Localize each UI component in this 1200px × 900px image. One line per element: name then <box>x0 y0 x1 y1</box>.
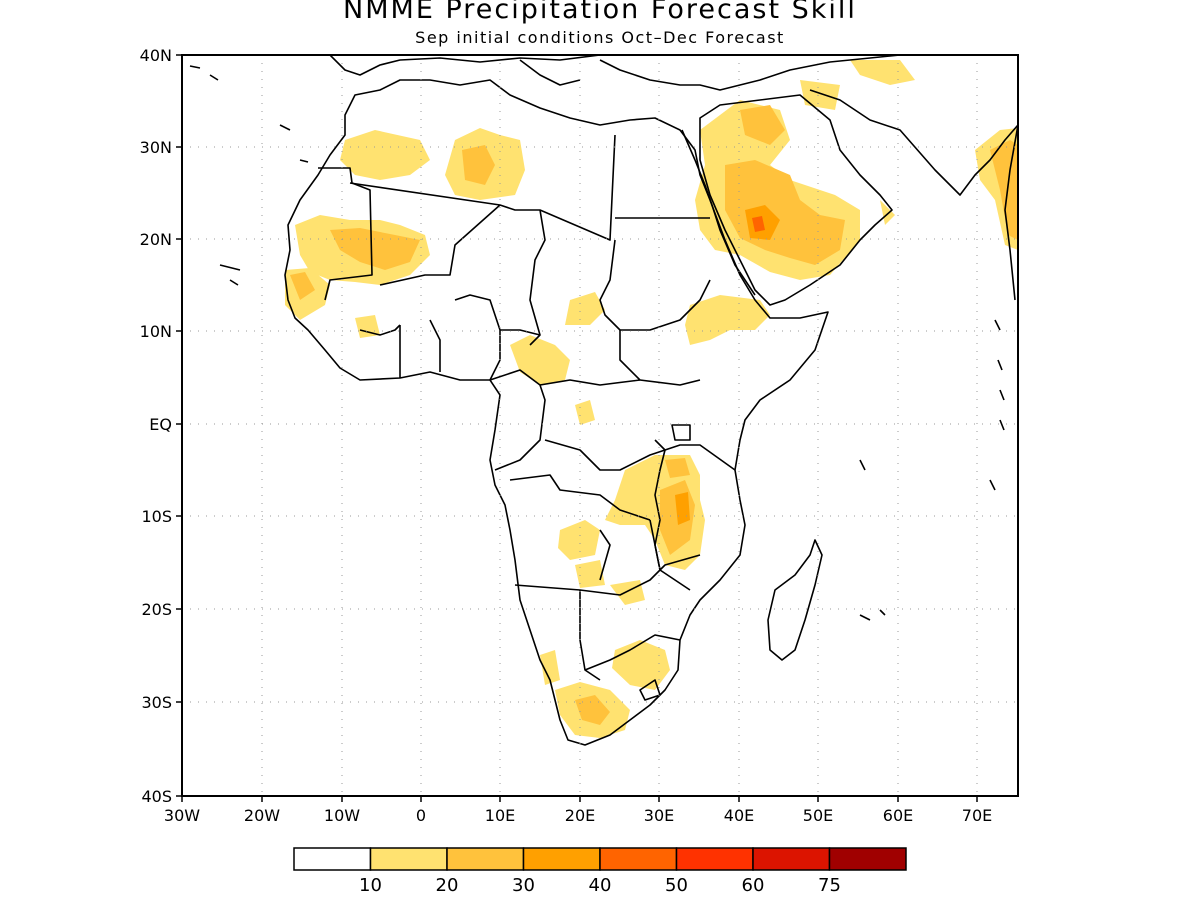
lat-label: 40N <box>140 46 172 65</box>
lon-labels: 30W 20W 10W 0 10E 20E 30E 40E 50E 60E 70… <box>164 806 992 825</box>
colorbar-swatch <box>828 847 907 871</box>
colorbar-label: 50 <box>665 875 688 896</box>
skill-shading <box>285 60 1018 738</box>
lat-label: 20S <box>141 600 172 619</box>
colorbar-label: 20 <box>436 875 459 896</box>
lat-label: 30N <box>140 138 172 157</box>
colorbar-label: 30 <box>512 875 535 896</box>
graticule <box>182 55 1018 796</box>
coastlines <box>189 55 1018 746</box>
lon-label: 50E <box>803 806 833 825</box>
lon-label: 0 <box>416 806 426 825</box>
colorbar-labels: 10 20 30 40 50 60 75 <box>359 875 841 896</box>
colorbar-swatch <box>522 847 601 871</box>
lon-label: 70E <box>962 806 992 825</box>
lat-labels: 40N 30N 20N 10N EQ 10S 20S 30S 40S <box>140 46 172 806</box>
colorbar-label: 40 <box>589 875 612 896</box>
map-subtitle: Sep initial conditions Oct–Dec Forecast <box>415 28 785 47</box>
lat-label: 20N <box>140 230 172 249</box>
colorbar-swatch <box>369 847 448 871</box>
map-frame <box>181 54 1019 797</box>
lon-label: 10W <box>324 806 360 825</box>
colorbar <box>293 847 907 871</box>
colorbar-swatch <box>752 847 831 871</box>
tick-marks <box>176 54 978 802</box>
lat-label: EQ <box>149 415 172 434</box>
colorbar-label: 10 <box>359 875 382 896</box>
lon-label: 60E <box>883 806 913 825</box>
colorbar-label: 75 <box>818 875 841 896</box>
colorbar-swatch <box>675 847 754 871</box>
lon-label: 20W <box>244 806 280 825</box>
lon-label: 20E <box>565 806 595 825</box>
lon-label: 30E <box>644 806 674 825</box>
lat-label: 30S <box>141 693 172 712</box>
colorbar-swatch <box>446 847 525 871</box>
lon-label: 40E <box>724 806 754 825</box>
map-title: NMME Precipitation Forecast Skill <box>343 0 857 25</box>
lat-label: 10N <box>140 322 172 341</box>
colorbar-swatch <box>293 847 372 871</box>
lat-label: 40S <box>141 787 172 806</box>
colorbar-label: 60 <box>742 875 765 896</box>
lon-label: 10E <box>485 806 515 825</box>
lat-label: 10S <box>141 507 172 526</box>
colorbar-swatch <box>599 847 678 871</box>
lon-label: 30W <box>164 806 200 825</box>
